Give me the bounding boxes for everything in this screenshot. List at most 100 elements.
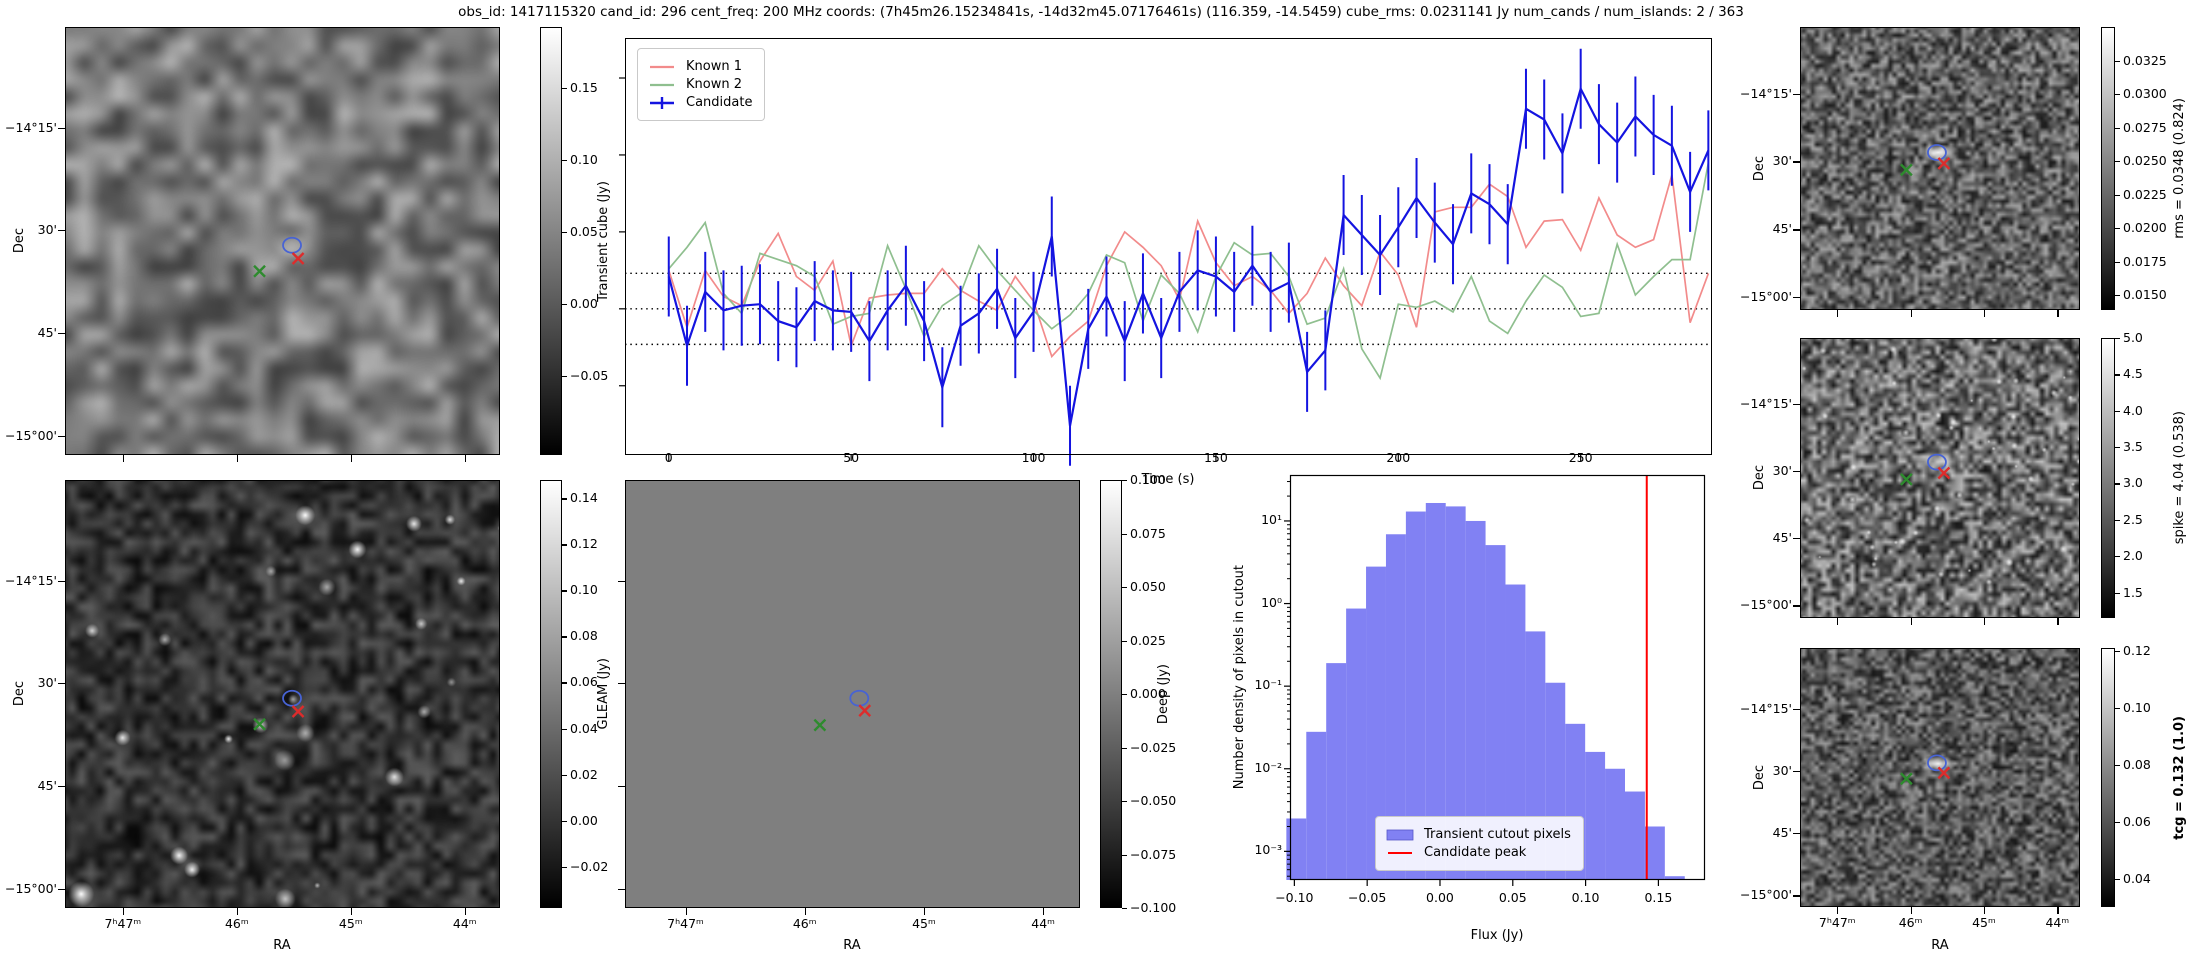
dec-tick-label: 30' bbox=[37, 222, 57, 238]
spike-colorbar-tick bbox=[2115, 410, 2120, 412]
histogram-x-tick-label: 0.10 bbox=[1571, 890, 1600, 905]
legend-entry-label: Candidate bbox=[686, 95, 753, 110]
spike-colorbar bbox=[2101, 338, 2115, 618]
ra-tick bbox=[1837, 618, 1839, 625]
dec-tick-label: −15°00' bbox=[1740, 289, 1792, 305]
gleam-colorbar-tick-label: 0.08 bbox=[570, 628, 598, 644]
lightcurve-x-tick-label: 250 bbox=[1568, 450, 1593, 465]
source-markers bbox=[813, 689, 872, 732]
ra-tick bbox=[685, 908, 687, 915]
rms-colorbar-tick bbox=[2115, 295, 2120, 297]
legend-entry: Known 1 bbox=[648, 59, 752, 74]
histogram-bar bbox=[1664, 876, 1685, 880]
gleam-colorbar-tick-label: 0.00 bbox=[570, 812, 598, 828]
lightcurve-x-tick-label: 100 bbox=[1021, 450, 1046, 465]
transient-colorbar bbox=[540, 27, 562, 455]
dec-tick bbox=[1793, 403, 1800, 405]
transient-colorbar-tick bbox=[562, 231, 567, 233]
histogram-bar bbox=[1485, 545, 1506, 880]
spike-colorbar-tick-label: 4.0 bbox=[2123, 402, 2143, 418]
known-source-x-marker bbox=[1937, 466, 1951, 480]
ra-tick bbox=[2057, 907, 2059, 914]
spike-colorbar-tick-label: 2.0 bbox=[2123, 548, 2143, 564]
known-source-x-marker bbox=[1937, 157, 1951, 170]
legend-entry: Transient cutout pixels bbox=[1386, 827, 1571, 842]
ra-tick bbox=[464, 908, 466, 915]
dec-tick bbox=[1793, 538, 1800, 540]
known-source-x-marker bbox=[291, 252, 305, 265]
deep-colorbar-tick-label: 0.025 bbox=[1130, 632, 1166, 648]
deep-colorbar-tick-label: 0.050 bbox=[1130, 579, 1166, 594]
tcg-colorbar bbox=[2101, 648, 2115, 907]
dec-tick bbox=[58, 580, 65, 582]
legend-entry-label: Known 1 bbox=[686, 59, 742, 74]
ra-tick bbox=[1910, 618, 1912, 625]
dec-tick bbox=[58, 333, 65, 335]
line-glyph bbox=[648, 78, 676, 92]
ra-tick bbox=[350, 455, 352, 462]
gleam-colorbar-tick bbox=[562, 636, 567, 638]
figure-title: obs_id: 1417115320 cand_id: 296 cent_fre… bbox=[458, 4, 1744, 20]
histogram-bar bbox=[1286, 818, 1307, 880]
dec-tick bbox=[58, 786, 65, 788]
deep-colorbar-tick bbox=[1122, 801, 1127, 803]
dec-tick-label: 45' bbox=[37, 778, 57, 794]
ra-tick-label: 45ᵐ bbox=[912, 916, 936, 931]
gleam-dec-axis-label: Dec bbox=[11, 681, 27, 707]
ra-tick-label: 46ᵐ bbox=[224, 916, 249, 931]
dec-tick-label: 45' bbox=[1772, 221, 1792, 237]
transient-colorbar-tick bbox=[562, 159, 567, 161]
gleam-colorbar-tick bbox=[562, 590, 567, 592]
dec-tick bbox=[58, 230, 65, 232]
rms-colorbar-tick bbox=[2115, 94, 2120, 96]
dec-tick bbox=[1793, 833, 1800, 835]
ra-tick-label: 7ʰ47ᵐ bbox=[104, 916, 142, 931]
spike-cutout-panel bbox=[1800, 338, 2080, 618]
histogram-y-tick-label: 10¹ bbox=[1261, 511, 1282, 527]
known-source-x-marker bbox=[253, 717, 266, 731]
gleam-colorbar bbox=[540, 480, 562, 908]
known-source-x-marker bbox=[253, 264, 266, 278]
tcg-colorbar-tick-label: 0.04 bbox=[2123, 870, 2151, 886]
lightcurve-x-axis-label: Time (s) bbox=[1141, 472, 1195, 487]
dec-tick-label: −15°00' bbox=[1740, 887, 1792, 903]
ra-tick bbox=[1983, 618, 1986, 625]
legend-entry: Candidate bbox=[648, 95, 752, 110]
dec-tick-label: −14°15' bbox=[5, 572, 57, 588]
histogram-frame bbox=[1289, 474, 1706, 881]
spike-colorbar-tick bbox=[2115, 556, 2120, 558]
histogram-bar bbox=[1465, 520, 1486, 880]
legend-entry-label: Candidate peak bbox=[1424, 845, 1527, 860]
gleam-colorbar-tick-label: 0.12 bbox=[570, 536, 598, 552]
deep-colorbar-tick-label: 0.100 bbox=[1130, 472, 1166, 487]
transient-colorbar-tick-label: 0.15 bbox=[570, 79, 598, 95]
tcg-colorbar-tick bbox=[2115, 878, 2120, 880]
ra-tick bbox=[1910, 310, 1912, 317]
deep-colorbar-tick bbox=[1122, 640, 1127, 642]
rms-cutout-panel bbox=[1800, 27, 2080, 310]
dec-tick-label: 30' bbox=[37, 675, 57, 691]
histogram-bar bbox=[1306, 731, 1327, 880]
dec-tick-label: −15°00' bbox=[1740, 597, 1792, 613]
ra-tick bbox=[1910, 907, 1912, 914]
tcg-colorbar-tick bbox=[2115, 707, 2120, 709]
lightcurve-x-tick-label: 0 bbox=[664, 450, 673, 465]
source-markers bbox=[1900, 453, 1951, 486]
histogram-bar bbox=[1346, 608, 1367, 880]
histogram-y-tick-label: 10⁻¹ bbox=[1254, 677, 1282, 693]
transient-dec-axis-label: Dec bbox=[11, 228, 27, 254]
histogram-x-tick-label: 0.00 bbox=[1426, 890, 1454, 905]
transient-cutout-image bbox=[66, 28, 499, 454]
known-source-x-marker bbox=[1937, 766, 1951, 780]
dec-tick-label: −15°00' bbox=[5, 880, 57, 896]
histogram-bar bbox=[1366, 566, 1386, 880]
deep-ra-axis-label: RA bbox=[843, 938, 861, 953]
dec-tick-label: −14°15' bbox=[1740, 395, 1792, 411]
candidate-circle-marker bbox=[282, 236, 302, 254]
ra-tick bbox=[122, 455, 125, 462]
spike-colorbar-tick bbox=[2115, 338, 2120, 340]
known-source-x-marker bbox=[1900, 473, 1913, 486]
transient-colorbar-tick-label: 0.10 bbox=[570, 151, 598, 167]
histogram-x-tick-label: −0.05 bbox=[1348, 890, 1387, 905]
